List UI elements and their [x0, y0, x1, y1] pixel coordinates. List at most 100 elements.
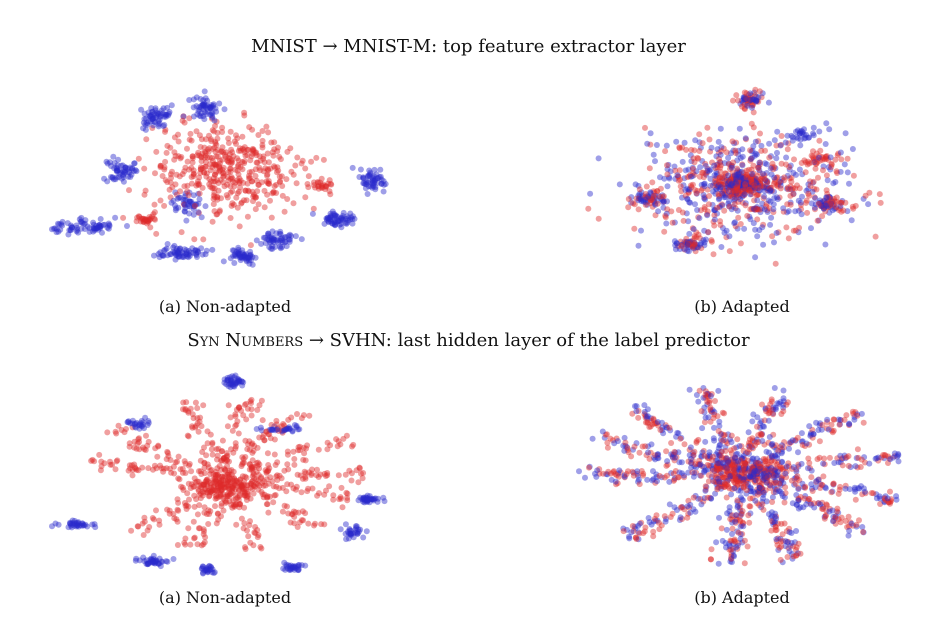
source-point — [681, 441, 688, 448]
source-point — [260, 155, 267, 162]
target-point — [725, 160, 732, 167]
source-point — [737, 501, 744, 508]
source-point — [754, 173, 761, 180]
target-point — [146, 113, 153, 119]
target-point — [704, 401, 711, 408]
source-point — [691, 171, 698, 178]
source-point — [235, 147, 242, 154]
target-point — [200, 570, 206, 577]
target-point — [725, 172, 732, 179]
source-point — [742, 460, 749, 467]
source-point — [274, 472, 281, 479]
source-point — [239, 159, 246, 165]
target-point — [114, 167, 121, 174]
source-point — [716, 174, 723, 181]
target-point — [791, 481, 798, 488]
source-point — [813, 186, 820, 193]
target-point — [697, 144, 704, 151]
source-point — [138, 215, 145, 222]
target-point — [186, 198, 193, 205]
source-point — [291, 513, 298, 520]
target-point — [635, 242, 642, 249]
target-point — [789, 555, 796, 562]
target-point — [752, 175, 759, 182]
target-point — [714, 146, 721, 153]
target-point — [735, 458, 742, 465]
source-point — [709, 457, 716, 464]
source-point — [680, 217, 687, 224]
target-point — [875, 454, 882, 461]
source-point — [741, 181, 748, 187]
target-point — [751, 181, 758, 188]
source-point — [176, 476, 183, 483]
target-point — [717, 184, 724, 191]
source-point — [744, 183, 751, 189]
target-point — [162, 111, 169, 118]
target-point — [198, 102, 205, 109]
target-point — [194, 249, 201, 256]
source-point — [733, 194, 740, 201]
source-point — [144, 218, 151, 224]
source-point — [623, 471, 630, 477]
source-point — [208, 446, 215, 453]
source-point — [751, 176, 758, 183]
target-point — [752, 150, 759, 157]
target-point — [344, 213, 351, 220]
source-point — [723, 474, 730, 481]
target-point — [767, 187, 774, 194]
source-point — [291, 456, 298, 462]
target-point — [359, 496, 366, 502]
source-point — [782, 484, 789, 491]
target-point — [236, 252, 242, 259]
source-point — [715, 149, 722, 156]
target-point — [797, 199, 804, 206]
source-point — [772, 176, 779, 183]
target-point — [693, 464, 700, 471]
source-point — [728, 550, 735, 557]
source-point — [837, 417, 844, 424]
source-point — [726, 187, 733, 194]
target-point — [230, 247, 237, 254]
source-point — [202, 163, 209, 170]
source-point — [784, 146, 791, 153]
source-point — [260, 494, 267, 501]
source-point — [202, 163, 209, 170]
target-point — [272, 243, 279, 250]
target-point — [174, 249, 181, 256]
source-point — [274, 148, 281, 155]
target-point — [752, 476, 759, 483]
source-point — [279, 192, 286, 199]
target-point — [175, 204, 182, 211]
target-point — [122, 164, 129, 171]
source-point — [179, 469, 186, 476]
source-point — [126, 462, 133, 469]
source-point — [143, 432, 149, 439]
target-point — [108, 163, 114, 169]
source-point — [810, 178, 817, 185]
source-point — [298, 415, 305, 422]
target-point — [695, 495, 702, 502]
source-point — [238, 482, 244, 488]
target-point — [366, 172, 373, 179]
source-point — [819, 482, 826, 489]
target-point — [709, 407, 716, 414]
target-point — [803, 131, 809, 138]
source-point — [220, 495, 227, 502]
source-point — [770, 489, 777, 496]
source-point — [820, 506, 826, 512]
target-point — [706, 452, 713, 459]
target-point — [201, 116, 208, 123]
source-point — [220, 491, 227, 497]
target-point — [738, 496, 745, 503]
target-point — [360, 180, 367, 187]
source-point — [209, 164, 216, 171]
target-point — [335, 217, 342, 224]
target-point — [278, 237, 285, 244]
target-point — [78, 218, 85, 225]
source-point — [808, 159, 815, 166]
target-point — [175, 194, 182, 201]
source-point — [265, 167, 272, 174]
source-point — [691, 233, 698, 240]
target-point — [708, 144, 715, 151]
target-point — [685, 469, 692, 476]
